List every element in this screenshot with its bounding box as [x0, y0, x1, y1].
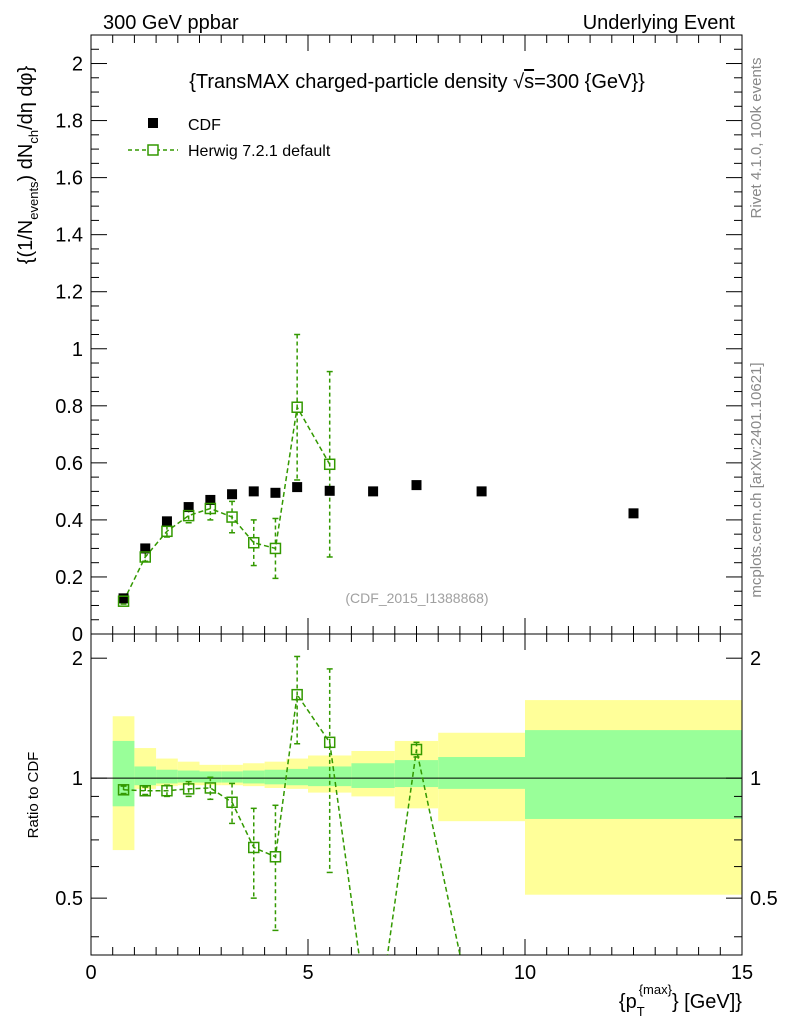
y-tick-label: 0.4 — [55, 510, 83, 532]
data-point — [292, 482, 303, 493]
legend: CDF Herwig 7.2.1 default — [128, 117, 331, 160]
ratio-y-axis-label: Ratio to CDF — [25, 752, 42, 839]
y-tick-label: 1.6 — [55, 168, 83, 190]
mc-ratio-point — [204, 782, 217, 794]
y-tick-label: 0.5 — [55, 888, 83, 910]
mc-series-line — [122, 404, 331, 602]
band-inner — [351, 763, 395, 788]
ratio-panel-frame: 0 5 10 15 0.5 0.5 1 1 2 2 — [55, 633, 778, 984]
band-inner — [264, 769, 287, 785]
band-inner — [438, 757, 525, 789]
mc-point — [117, 595, 130, 607]
data-point — [161, 516, 172, 527]
y-tick-label: 1 — [72, 768, 83, 790]
band-inner — [177, 770, 200, 783]
mc-ratio-point — [291, 688, 303, 701]
y-tick-label: 0 — [72, 624, 83, 646]
mc-ratio-point — [139, 784, 151, 797]
ratio-uncertainty-bands — [112, 700, 742, 895]
mc-point — [248, 536, 260, 549]
data-point — [368, 486, 379, 497]
mc-ratio-line — [123, 692, 461, 955]
y-tick-label: 0.8 — [55, 396, 83, 418]
header-right-label: Underlying Event — [583, 12, 736, 34]
mc-point — [182, 509, 195, 522]
watermark-analysis-id: (CDF_2015_I1388868) — [345, 590, 488, 606]
band-inner — [394, 760, 439, 788]
mc-point — [139, 551, 151, 563]
x-tick-label: 10 — [514, 962, 536, 984]
rivet-info-text: Rivet 4.1.0, 100k events — [748, 58, 765, 219]
y-tick-label: 0.2 — [55, 567, 83, 589]
mc-point — [161, 525, 173, 538]
main-panel-frame: 0 0.2 0.4 0.6 0.8 1 1.2 1.4 1.6 1.8 2 — [55, 34, 743, 646]
mc-point — [323, 458, 336, 471]
x-axis-label: {pT{max}} [GeV]} — [619, 982, 742, 1019]
band-inner — [112, 740, 135, 807]
mc-point — [226, 511, 238, 523]
data-point — [227, 489, 238, 500]
chart-title: {TransMAX charged-particle density √s=30… — [189, 71, 645, 93]
y-tick-label: 1.2 — [55, 282, 83, 304]
mc-ratio-point — [248, 841, 260, 854]
mc-ratio-point — [117, 784, 130, 796]
mc-ratio-point — [269, 851, 282, 863]
mc-ratio-point — [182, 783, 195, 795]
y-tick-label: 2 — [72, 54, 83, 76]
header-left-label: 300 GeV ppbar — [103, 12, 239, 34]
data-point — [411, 480, 422, 491]
data-point — [205, 494, 216, 505]
main-panel-series — [117, 333, 639, 607]
ratio-clip-group — [123, 692, 461, 955]
mc-ratio-point — [161, 784, 173, 797]
data-point — [248, 486, 259, 497]
legend-mc-label: Herwig 7.2.1 default — [188, 143, 331, 160]
y-tick-label-right: 2 — [750, 648, 761, 670]
legend-cdf-label: CDF — [188, 117, 221, 134]
data-point — [140, 543, 151, 554]
band-inner — [525, 730, 742, 819]
x-tick-label: 5 — [302, 962, 313, 984]
mc-point — [269, 542, 282, 555]
data-point — [118, 593, 129, 604]
mc-ratio-point — [323, 736, 336, 749]
band-inner — [156, 769, 178, 784]
y-tick-label: 0.6 — [55, 453, 83, 475]
main-y-axis-label: {(1/Nevents) dNch/dη dφ} — [15, 65, 41, 264]
band-inner — [242, 770, 265, 784]
data-point — [628, 508, 639, 519]
y-tick-label-right: 1 — [750, 768, 761, 790]
y-tick-label: 1.8 — [55, 111, 83, 133]
legend-mc-marker — [147, 144, 159, 156]
band-inner — [134, 766, 157, 786]
band-inner — [221, 771, 243, 783]
y-tick-label: 1 — [72, 339, 83, 361]
mc-ratio-point — [410, 743, 423, 756]
y-tick-label-right: 0.5 — [750, 888, 778, 910]
mc-point — [291, 401, 303, 413]
ratio-panel-series — [117, 655, 461, 955]
data-point — [270, 487, 281, 498]
mcplots-info-text: mcplots.cern.ch [arXiv:2401.10621] — [748, 362, 765, 597]
legend-cdf-marker — [148, 118, 158, 128]
mc-ratio-point — [226, 796, 238, 809]
y-tick-label: 1.4 — [55, 225, 83, 247]
data-point — [476, 486, 487, 497]
data-point — [324, 485, 335, 496]
band-inner — [286, 768, 308, 786]
mc-point — [204, 502, 217, 515]
x-tick-label: 0 — [85, 962, 96, 984]
y-tick-label: 2 — [72, 648, 83, 670]
x-tick-label: 15 — [731, 962, 753, 984]
data-point — [183, 502, 194, 513]
